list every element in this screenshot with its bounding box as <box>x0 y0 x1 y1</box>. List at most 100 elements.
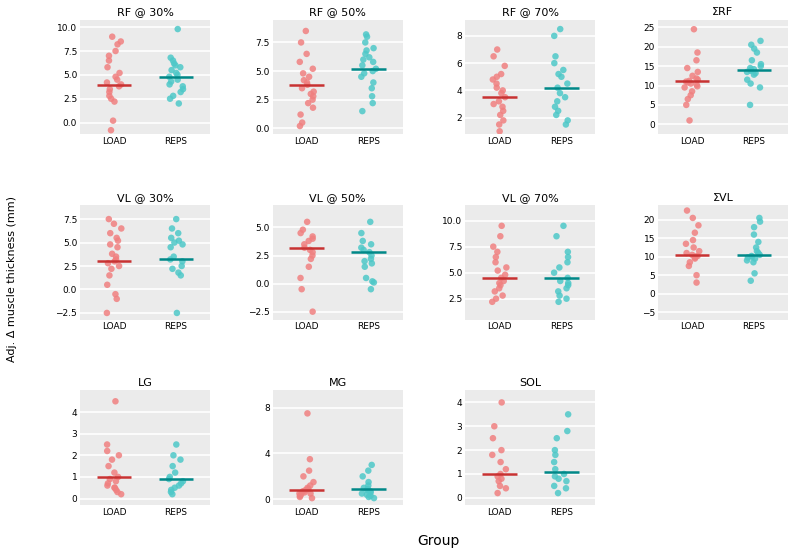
Point <box>690 74 703 83</box>
Point <box>496 291 509 300</box>
Point <box>298 488 311 497</box>
Point <box>294 110 307 119</box>
Point <box>106 32 118 41</box>
Point <box>489 258 502 267</box>
Point <box>110 477 122 485</box>
Point <box>110 252 122 261</box>
Point <box>113 69 126 78</box>
Point <box>689 252 702 261</box>
Point <box>304 489 317 498</box>
Point <box>486 434 499 442</box>
Point <box>102 461 115 470</box>
Point <box>692 221 705 230</box>
Point <box>109 397 122 406</box>
Point <box>366 92 378 100</box>
Point <box>686 87 698 96</box>
Point <box>745 40 758 49</box>
Point <box>560 294 573 303</box>
Point <box>490 83 503 92</box>
Point <box>678 83 691 92</box>
Point <box>550 110 562 119</box>
Point <box>686 251 698 259</box>
Point <box>166 224 178 233</box>
Point <box>101 280 114 289</box>
Point <box>301 409 314 418</box>
Point <box>111 243 124 252</box>
Point <box>558 93 571 102</box>
Point <box>492 477 505 485</box>
Point <box>753 214 766 223</box>
Point <box>744 79 757 88</box>
Point <box>682 78 694 87</box>
Point <box>754 251 766 259</box>
Point <box>101 78 114 87</box>
Point <box>168 59 181 68</box>
Point <box>366 84 378 93</box>
Point <box>749 69 762 78</box>
Point <box>552 107 565 116</box>
Title: RF @ 30%: RF @ 30% <box>117 7 174 17</box>
Point <box>494 127 506 136</box>
Point <box>162 475 175 484</box>
Point <box>103 271 116 280</box>
Point <box>167 252 180 261</box>
Point <box>302 466 315 475</box>
Point <box>113 451 126 460</box>
Point <box>170 440 182 449</box>
Point <box>491 266 504 275</box>
Point <box>750 247 763 256</box>
Point <box>172 229 185 238</box>
Point <box>693 247 706 256</box>
Point <box>111 488 124 497</box>
Point <box>691 252 704 261</box>
Point <box>683 116 696 125</box>
Point <box>490 79 503 88</box>
Point <box>487 52 500 61</box>
Point <box>173 236 186 245</box>
Point <box>680 77 693 86</box>
Point <box>496 102 509 111</box>
Point <box>494 469 507 478</box>
Point <box>552 70 565 79</box>
Point <box>297 225 310 234</box>
Point <box>114 80 127 89</box>
Point <box>490 294 502 303</box>
Point <box>491 472 504 481</box>
Point <box>367 278 380 287</box>
Point <box>362 481 374 490</box>
Point <box>362 478 375 487</box>
Point <box>102 259 114 268</box>
Point <box>553 291 566 300</box>
Point <box>498 93 511 102</box>
Point <box>176 257 189 266</box>
Point <box>748 223 761 232</box>
Point <box>169 468 182 477</box>
Point <box>106 116 119 125</box>
Point <box>562 273 574 282</box>
Point <box>306 234 319 243</box>
Point <box>365 254 378 263</box>
Point <box>168 238 181 247</box>
Point <box>744 64 757 73</box>
Point <box>491 489 504 498</box>
Point <box>357 55 370 64</box>
Point <box>500 263 513 272</box>
Point <box>690 271 703 280</box>
Point <box>754 36 767 45</box>
Point <box>302 237 315 246</box>
Point <box>682 95 694 104</box>
Point <box>106 455 118 464</box>
Point <box>298 243 311 252</box>
Point <box>495 398 508 407</box>
Point <box>110 75 123 84</box>
Point <box>558 469 570 478</box>
Point <box>495 273 508 282</box>
Point <box>305 254 318 263</box>
Point <box>754 61 767 70</box>
Point <box>174 88 187 97</box>
Point <box>165 66 178 75</box>
Point <box>548 482 561 490</box>
Point <box>306 248 319 257</box>
Point <box>294 273 307 282</box>
Point <box>306 95 319 104</box>
